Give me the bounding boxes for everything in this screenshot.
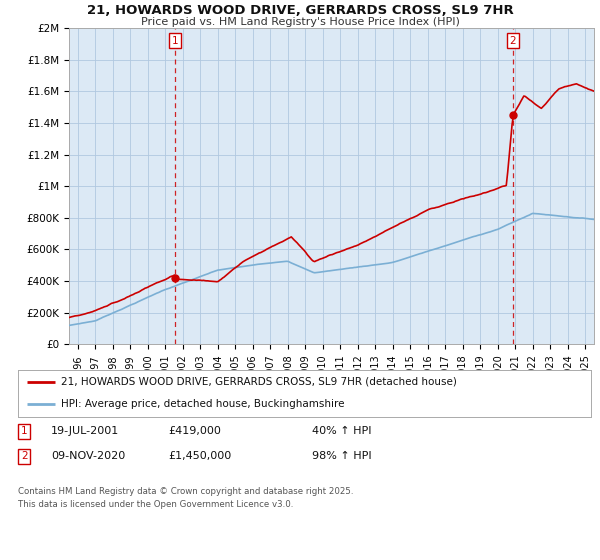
- Text: 2: 2: [509, 36, 516, 46]
- Text: 21, HOWARDS WOOD DRIVE, GERRARDS CROSS, SL9 7HR (detached house): 21, HOWARDS WOOD DRIVE, GERRARDS CROSS, …: [61, 376, 457, 386]
- Text: Price paid vs. HM Land Registry's House Price Index (HPI): Price paid vs. HM Land Registry's House …: [140, 17, 460, 27]
- Text: 1: 1: [172, 36, 178, 46]
- Text: 2: 2: [21, 451, 28, 461]
- Text: £419,000: £419,000: [168, 426, 221, 436]
- Text: 1: 1: [21, 426, 28, 436]
- Text: 98% ↑ HPI: 98% ↑ HPI: [312, 451, 371, 461]
- Text: 21, HOWARDS WOOD DRIVE, GERRARDS CROSS, SL9 7HR: 21, HOWARDS WOOD DRIVE, GERRARDS CROSS, …: [86, 4, 514, 17]
- Text: £1,450,000: £1,450,000: [168, 451, 231, 461]
- Text: 19-JUL-2001: 19-JUL-2001: [51, 426, 119, 436]
- Text: Contains HM Land Registry data © Crown copyright and database right 2025.
This d: Contains HM Land Registry data © Crown c…: [18, 487, 353, 508]
- Text: 40% ↑ HPI: 40% ↑ HPI: [312, 426, 371, 436]
- Text: 09-NOV-2020: 09-NOV-2020: [51, 451, 125, 461]
- Text: HPI: Average price, detached house, Buckinghamshire: HPI: Average price, detached house, Buck…: [61, 399, 344, 409]
